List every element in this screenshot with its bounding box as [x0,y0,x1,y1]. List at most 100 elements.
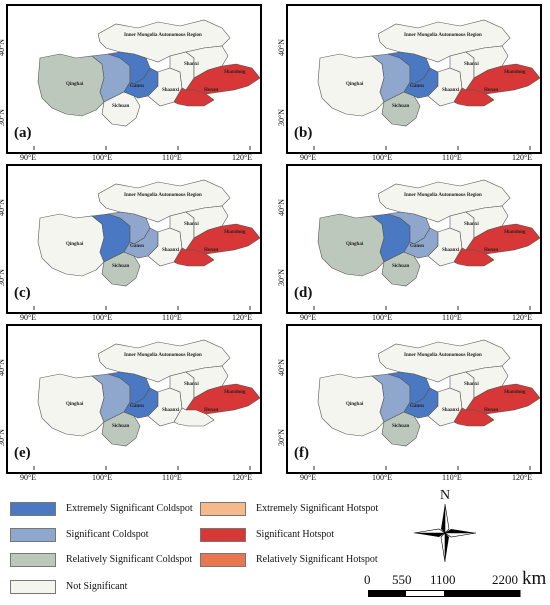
panel-label: (c) [14,285,31,301]
x-tick-label: 110°E [442,313,462,322]
scale-unit: km [522,568,547,589]
region-label-henan: Henan [484,248,499,253]
y-tick-label: 30°N [277,429,286,446]
legend-swatch [10,580,56,594]
region-sichuan [101,251,141,287]
region-label-shandong: Shandong [224,70,246,75]
region-label-gansu: Gansu [130,84,144,89]
x-tick-label: 120°E [512,473,533,482]
region-label-henan: Henan [484,88,499,93]
region-henan [453,87,495,107]
x-tick-label: 120°E [232,473,253,482]
y-tick-label: 40°N [0,359,6,376]
region-label-inner-mongolia: Inner Mongolia Autonomous Region [124,353,202,358]
region-henan [173,87,215,107]
legend-swatch [200,553,246,567]
region-label-sichuan: Sichuan [112,104,130,109]
legend-swatch [200,502,246,516]
region-label-sichuan: Sichuan [112,424,130,429]
north-label: N [440,488,451,503]
scale-bar: 0 550 1100 2200 km [362,568,550,602]
region-henan [453,247,495,267]
x-tick-label: 120°E [512,313,533,322]
panel-label: (e) [14,445,31,461]
y-tick-label: 40°N [277,39,286,56]
y-tick-label: 30°N [277,109,286,126]
region-label-shaanxi: Shaanxi [442,88,460,93]
legend-label: Not Significant [66,581,128,592]
region-sichuan [381,251,421,287]
region-henan [173,247,215,267]
region-label-inner-mongolia: Inner Mongolia Autonomous Region [124,33,202,38]
region-label-qinghai: Qinghai [346,242,364,247]
x-tick-label: 100°E [372,313,393,322]
panel-label: (d) [294,285,313,301]
x-tick-label: 120°E [512,153,533,162]
region-sichuan [101,411,141,447]
region-label-qinghai: Qinghai [346,82,364,87]
region-sichuan [381,411,421,447]
panel-label: (b) [294,125,313,141]
region-henan [173,407,215,427]
region-label-henan: Henan [484,408,499,413]
scale-tick-0: 0 [364,572,371,587]
region-label-inner-mongolia: Inner Mongolia Autonomous Region [124,193,202,198]
region-label-shaanxi: Shaanxi [442,408,460,413]
map-panel: Inner Mongolia Autonomous Region Qinghai G… [0,164,262,322]
region-sichuan [101,91,141,127]
scale-tick-2200: 2200 [492,572,518,587]
region-label-gansu: Gansu [410,404,424,409]
region-label-qinghai: Qinghai [66,242,84,247]
x-tick-label: 110°E [162,313,182,322]
panel-label: (f) [294,445,309,461]
region-label-inner-mongolia: Inner Mongolia Autonomous Region [404,353,482,358]
scale-bar-graphic [368,590,521,597]
region-label-henan: Henan [204,408,219,413]
region-label-gansu: Gansu [130,404,144,409]
x-tick-label: 100°E [372,153,393,162]
region-label-shanxi: Shanxi [464,382,479,387]
legend-label: Extremely Significant Coldspot [66,503,193,514]
region-label-shanxi: Shanxi [464,222,479,227]
region-label-sichuan: Sichuan [392,264,410,269]
region-label-henan: Henan [204,88,219,93]
map-panel: Inner Mongolia Autonomous Region Qinghai G… [277,324,542,482]
x-tick-label: 110°E [162,153,182,162]
x-tick-label: 100°E [372,473,393,482]
region-label-shandong: Shandong [224,230,246,235]
x-tick-label: 90°E [20,473,37,482]
north-arrow: N [410,488,480,564]
scale-tick-1100: 1100 [430,572,456,587]
panel-label: (a) [14,125,32,141]
legend-swatch [10,502,56,516]
map-figure [313,19,540,150]
x-tick-label: 110°E [442,473,462,482]
region-label-qinghai: Qinghai [346,402,364,407]
region-label-shaanxi: Shaanxi [162,248,180,253]
region-label-shandong: Shandong [504,230,526,235]
region-label-inner-mongolia: Inner Mongolia Autonomous Region [404,33,482,38]
compass-rose-icon [413,503,477,563]
y-tick-label: 30°N [0,429,6,446]
x-tick-label: 90°E [300,153,317,162]
region-label-sichuan: Sichuan [392,104,410,109]
x-tick-label: 110°E [442,153,462,162]
map-panel: Inner Mongolia Autonomous Region Qinghai G… [0,324,262,482]
legend-label: Extremely Significant Hotspot [256,503,379,514]
region-label-shaanxi: Shaanxi [162,408,180,413]
y-tick-label: 40°N [277,199,286,216]
x-tick-label: 100°E [92,313,113,322]
x-tick-label: 90°E [20,313,37,322]
map-figure [33,339,260,470]
region-label-qinghai: Qinghai [66,82,84,87]
legend-swatch [10,553,56,567]
region-label-qinghai: Qinghai [66,402,84,407]
region-label-shandong: Shandong [504,70,526,75]
region-label-shanxi: Shanxi [184,62,199,67]
y-tick-label: 30°N [0,269,6,286]
region-label-shanxi: Shanxi [464,62,479,67]
region-henan [453,407,495,427]
region-label-gansu: Gansu [410,244,424,249]
map-figure [33,19,260,150]
y-tick-label: 40°N [277,359,286,376]
